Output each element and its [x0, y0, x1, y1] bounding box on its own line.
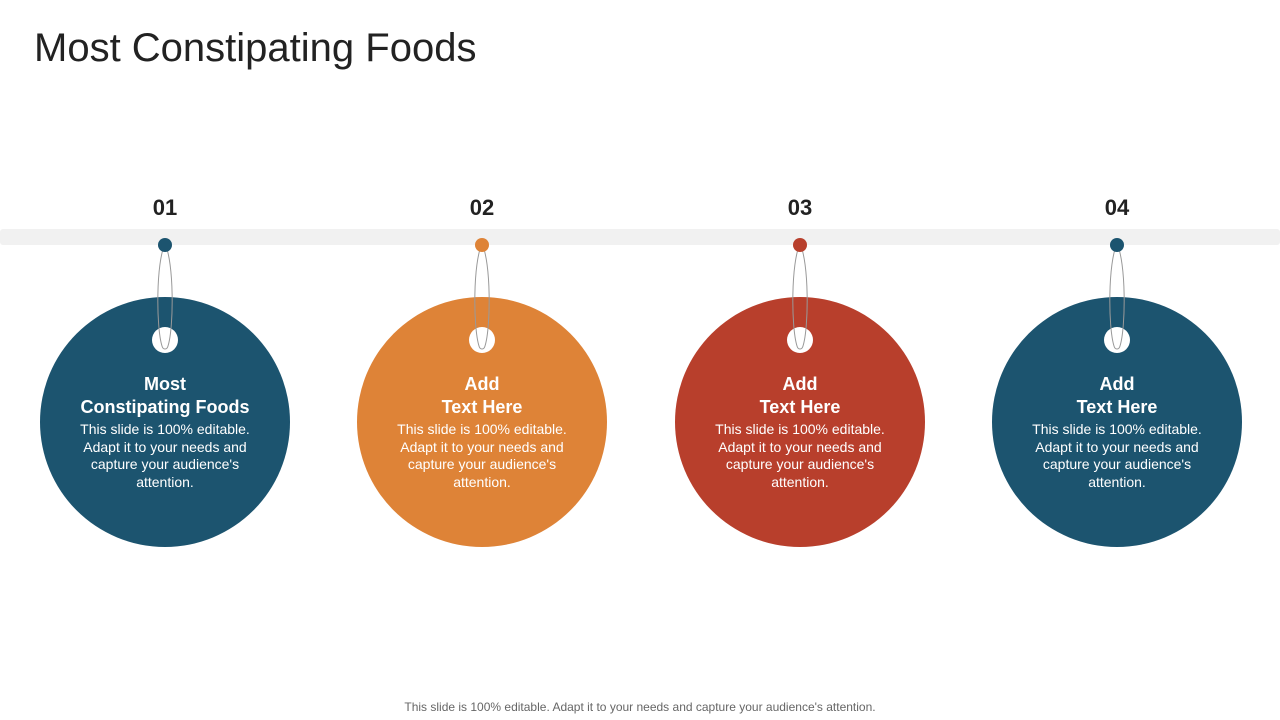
step-column-4: 04 Add Text Here This slide is 100% edit… — [987, 0, 1247, 720]
step-description: This slide is 100% editable. Adapt it to… — [715, 421, 885, 490]
step-column-2: 02 Add Text Here This slide is 100% edit… — [352, 0, 612, 720]
hanging-string — [157, 242, 173, 350]
step-description: This slide is 100% editable. Adapt it to… — [80, 421, 250, 490]
step-heading-line2: Constipating Foods — [80, 397, 250, 417]
step-column-3: 03 Add Text Here This slide is 100% edit… — [670, 0, 930, 720]
footer-note: This slide is 100% editable. Adapt it to… — [404, 700, 876, 714]
pin-dot — [475, 238, 489, 252]
step-column-1: 01 Most Constipating Foods This slide is… — [35, 0, 295, 720]
step-heading-line1: Most — [144, 374, 186, 394]
pin-dot — [1110, 238, 1124, 252]
step-heading: Add Text Here — [1017, 373, 1217, 419]
slide-title: Most Constipating Foods — [34, 26, 477, 70]
step-heading: Add Text Here — [382, 373, 582, 419]
pin-dot — [793, 238, 807, 252]
step-number: 03 — [787, 195, 813, 220]
step-heading: Add Text Here — [700, 373, 900, 419]
pin-dot — [158, 238, 172, 252]
hanging-string — [792, 242, 808, 350]
hanging-string — [474, 242, 490, 350]
step-number: 02 — [469, 195, 495, 220]
step-number: 04 — [1104, 195, 1130, 220]
step-heading-line2: Text Here — [759, 397, 841, 417]
step-number: 01 — [152, 195, 178, 220]
step-heading-line1: Add — [464, 374, 500, 394]
step-heading-line1: Add — [1099, 374, 1135, 394]
hanging-string — [1109, 242, 1125, 350]
step-description: This slide is 100% editable. Adapt it to… — [397, 421, 567, 490]
step-description: This slide is 100% editable. Adapt it to… — [1032, 421, 1202, 490]
step-heading-line2: Text Here — [1076, 397, 1158, 417]
step-heading-line2: Text Here — [441, 397, 523, 417]
timeline-bar — [0, 229, 1280, 245]
step-heading: Most Constipating Foods — [65, 373, 265, 419]
step-heading-line1: Add — [782, 374, 818, 394]
